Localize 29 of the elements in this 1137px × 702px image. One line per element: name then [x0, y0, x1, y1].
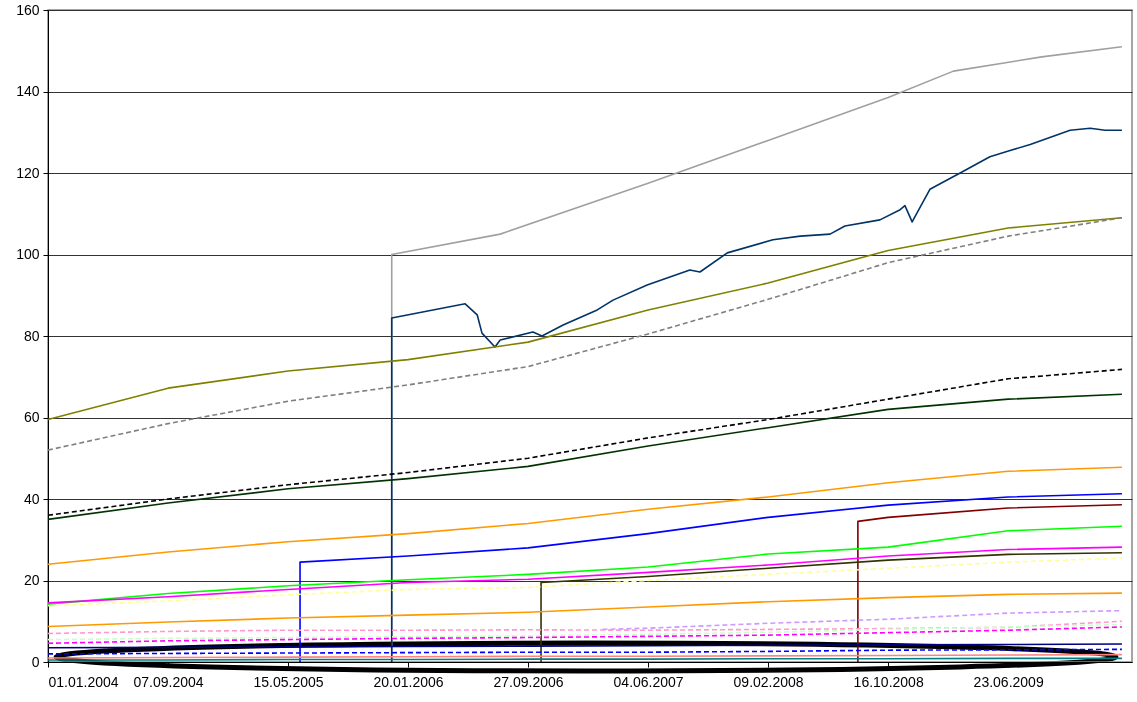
- y-tick-label: 20: [23, 572, 40, 588]
- line-series: [47, 466, 1123, 565]
- x-tick-label: 15.05.2005: [253, 673, 324, 690]
- y-tick-label: 60: [23, 409, 40, 425]
- y-tick-label: 80: [23, 327, 40, 344]
- line-series: [47, 623, 1123, 641]
- y-tick-label: 0: [31, 653, 40, 670]
- x-tick-label: 01.01.2004: [48, 673, 119, 690]
- x-tick-label: 09.02.2008: [733, 673, 804, 690]
- x-tick-label: 27.09.2006: [493, 673, 564, 690]
- line-series: [47, 620, 1123, 635]
- line-series: [47, 525, 1123, 605]
- y-tick-label: 40: [23, 490, 40, 507]
- y-tick-label: 100: [16, 246, 40, 262]
- x-tick-label: 04.06.2007: [613, 673, 684, 690]
- line-series: [857, 503, 1123, 663]
- y-tick-label: 120: [16, 164, 40, 181]
- x-tick-label: 20.01.2006: [373, 673, 444, 690]
- x-tick-label: 16.10.2008: [853, 673, 924, 690]
- line-series: [540, 551, 1123, 663]
- x-tick-label: 23.06.2009: [973, 673, 1044, 690]
- y-tick-label: 140: [16, 83, 40, 99]
- line-series: [47, 626, 1123, 645]
- line-series: [47, 557, 1123, 607]
- y-tick-label: 160: [16, 1, 40, 18]
- x-tick-label: 07.09.2004: [133, 673, 204, 690]
- line-series: [47, 393, 1123, 521]
- line-series: [47, 592, 1123, 628]
- line-series: [47, 546, 1123, 604]
